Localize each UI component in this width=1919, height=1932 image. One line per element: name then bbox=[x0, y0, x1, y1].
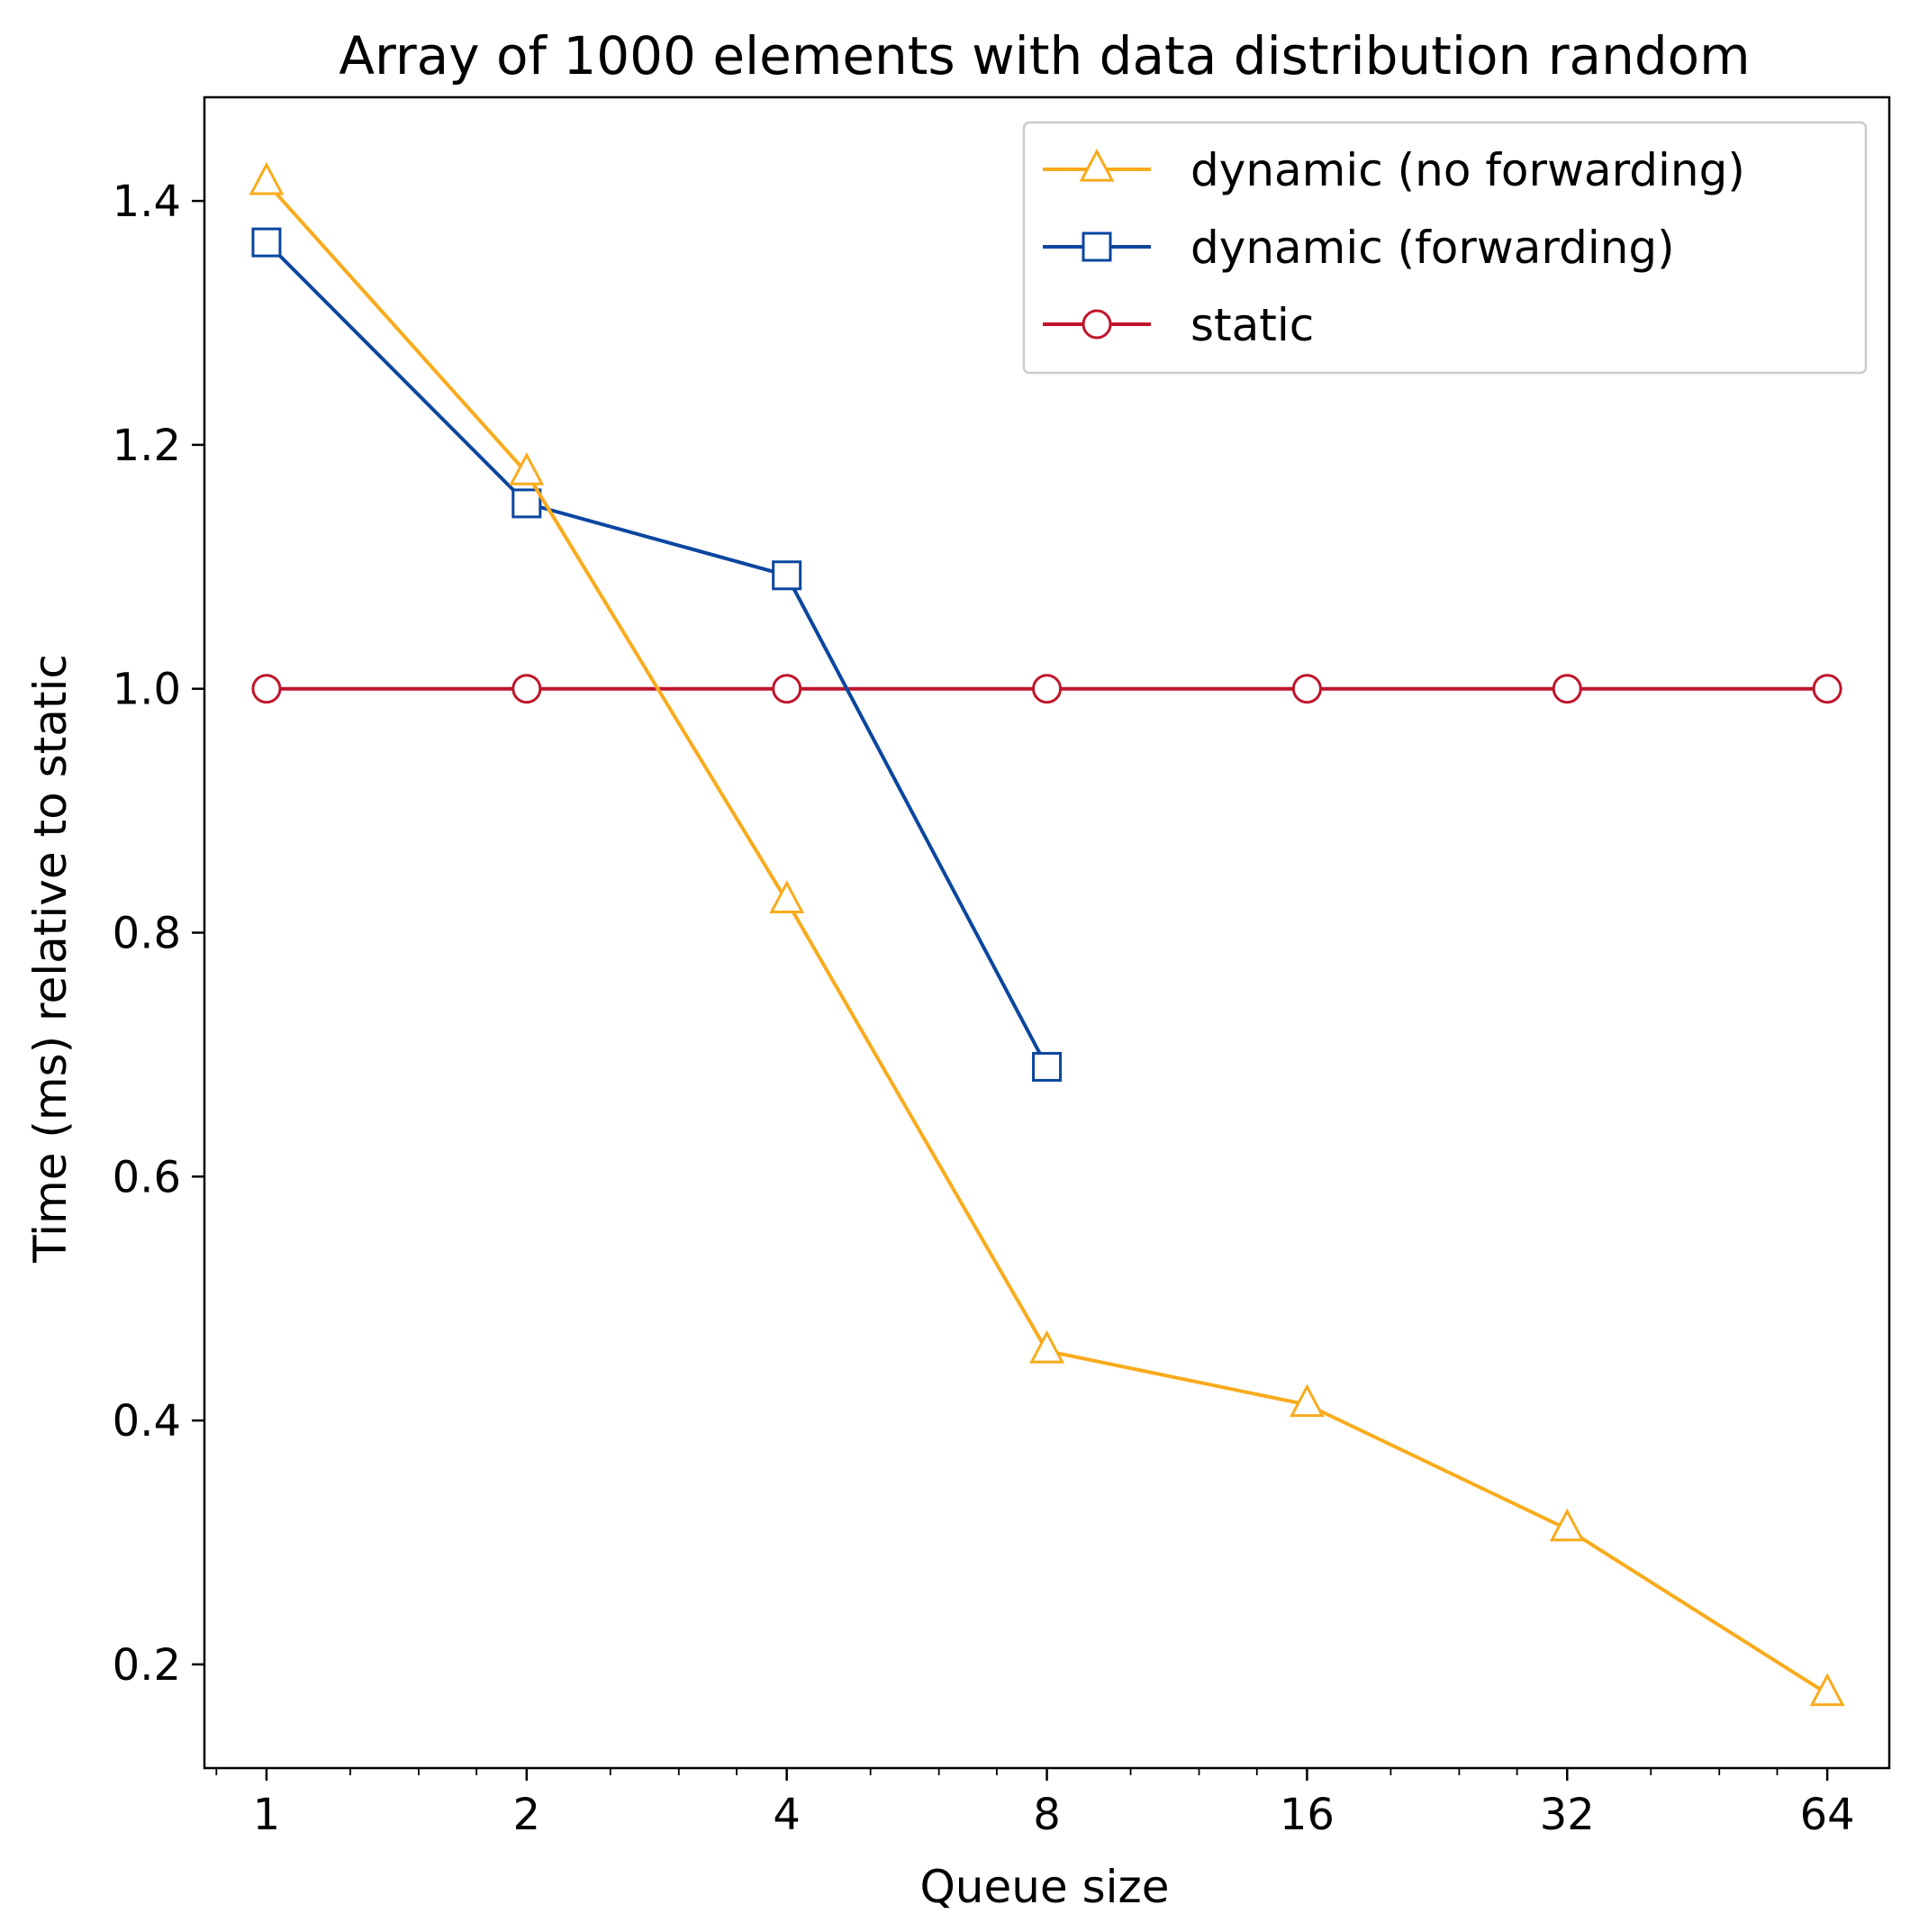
data-point bbox=[1029, 1329, 1065, 1364]
series-square bbox=[251, 227, 1063, 1082]
legend-label: dynamic (no forwarding) bbox=[1190, 144, 1745, 196]
y-tick-label: 1.4 bbox=[113, 177, 181, 227]
data-point bbox=[511, 488, 542, 519]
y-tick-label: 0.4 bbox=[113, 1396, 181, 1447]
data-point bbox=[1549, 1508, 1585, 1542]
x-tick-label: 64 bbox=[1800, 1790, 1855, 1840]
x-tick-label: 32 bbox=[1540, 1790, 1595, 1840]
data-point bbox=[1291, 674, 1322, 704]
y-tick-label: 0.2 bbox=[113, 1640, 181, 1691]
data-point bbox=[1812, 674, 1842, 704]
legend-label: static bbox=[1190, 299, 1314, 351]
legend-entry: dynamic (no forwarding) bbox=[1043, 144, 1745, 196]
data-point bbox=[769, 880, 805, 913]
data-point bbox=[251, 674, 282, 704]
x-axis: 1 2 4 8 16 32 64 bbox=[215, 1768, 1855, 1840]
series-triangle bbox=[249, 161, 1845, 1707]
legend-box bbox=[1022, 121, 1868, 375]
y-tick-label: 1.0 bbox=[113, 665, 181, 715]
x-axis-label: Queue size bbox=[919, 1861, 1169, 1913]
x-tick-label: 1 bbox=[253, 1790, 281, 1840]
data-point bbox=[1809, 1673, 1845, 1707]
data-point bbox=[511, 674, 542, 704]
data-point bbox=[509, 451, 545, 485]
legend-entry: dynamic (forwarding) bbox=[1043, 222, 1675, 274]
legend-entry: static bbox=[1043, 299, 1314, 351]
y-tick-label: 1.2 bbox=[113, 421, 181, 471]
legend-marker bbox=[1082, 309, 1112, 340]
series-circle bbox=[251, 674, 1842, 704]
legend-marker bbox=[1079, 148, 1115, 182]
legend-label: dynamic (forwarding) bbox=[1190, 222, 1675, 274]
x-tick-label: 16 bbox=[1280, 1790, 1335, 1840]
chart-title: Array of 1000 elements with data distrib… bbox=[339, 25, 1750, 86]
x-tick-label: 8 bbox=[1033, 1790, 1061, 1840]
x-tick-label: 2 bbox=[513, 1790, 541, 1840]
data-point bbox=[1552, 674, 1582, 704]
data-point bbox=[1032, 674, 1063, 704]
y-axis-label: Time (ms) relative to static bbox=[24, 654, 77, 1264]
data-point bbox=[251, 227, 282, 258]
data-point bbox=[772, 560, 802, 591]
data-point bbox=[772, 674, 802, 704]
data-point bbox=[1032, 1051, 1063, 1082]
x-tick-label: 4 bbox=[773, 1790, 801, 1840]
data-point bbox=[249, 161, 285, 195]
legend-marker bbox=[1082, 231, 1112, 262]
y-tick-label: 0.8 bbox=[113, 909, 181, 959]
legend: dynamic (no forwarding) dynamic (forwardi… bbox=[1022, 121, 1868, 375]
data-point bbox=[1289, 1383, 1325, 1418]
y-tick-label: 0.6 bbox=[113, 1152, 181, 1202]
series-line bbox=[265, 240, 1049, 1068]
y-axis: 0.2 0.4 0.6 0.8 1.0 1.2 1.4 bbox=[113, 177, 204, 1691]
series-line bbox=[265, 181, 1829, 1696]
